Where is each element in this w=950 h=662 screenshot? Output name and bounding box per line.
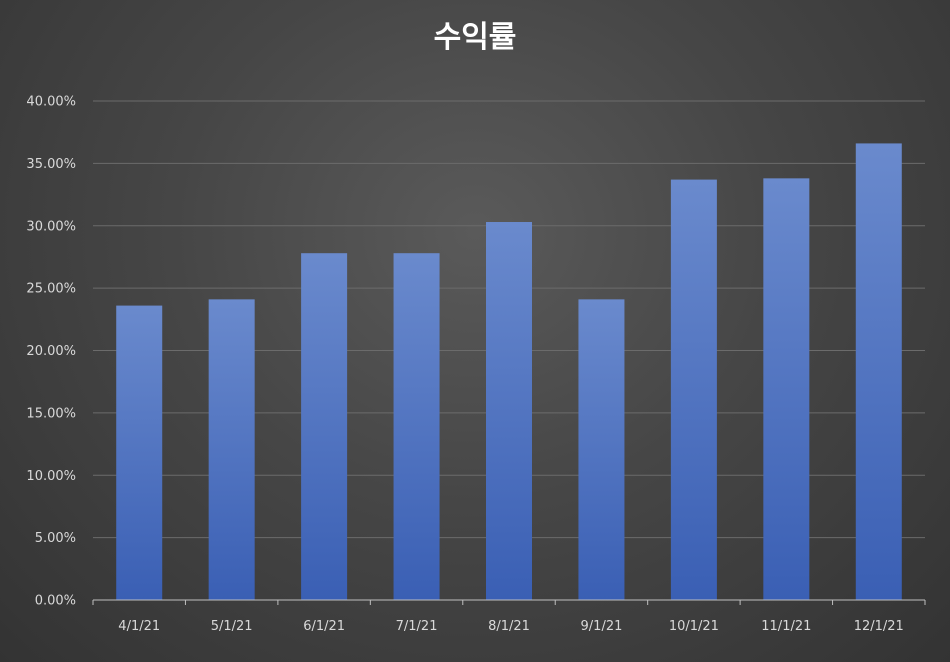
axes <box>92 599 926 605</box>
bar <box>855 143 902 601</box>
x-tick-label: 9/1/21 <box>581 619 623 634</box>
y-tick-label: 20.00% <box>26 344 76 359</box>
chart-title: 수익률 <box>434 20 517 55</box>
x-tick-label: 6/1/21 <box>303 619 345 634</box>
bar <box>670 179 717 600</box>
y-tick-label: 10.00% <box>26 469 76 484</box>
x-tick-label: 4/1/21 <box>118 619 160 634</box>
x-tick-label: 11/1/21 <box>761 619 811 634</box>
x-tick-label: 7/1/21 <box>396 619 438 634</box>
bar <box>116 305 163 600</box>
bars <box>116 143 902 601</box>
y-tick-label: 15.00% <box>26 406 76 421</box>
y-tick-label: 5.00% <box>35 531 76 546</box>
y-tick-label: 30.00% <box>26 219 76 234</box>
bar <box>393 253 440 600</box>
bar <box>301 253 348 600</box>
bar <box>486 222 532 600</box>
y-tick-label: 0.00% <box>35 594 76 609</box>
y-tick-label: 25.00% <box>26 282 76 297</box>
y-tick-label: 35.00% <box>26 157 76 172</box>
y-tick-label: 40.00% <box>26 95 76 110</box>
x-tick-label: 10/1/21 <box>669 619 719 634</box>
x-tick-label: 12/1/21 <box>854 619 904 634</box>
bar <box>763 178 810 600</box>
x-tick-labels: 4/1/21 5/1/21 6/1/21 7/1/21 8/1/21 9/1/21 10/1… <box>118 619 904 634</box>
bar <box>208 299 255 600</box>
x-tick-label: 5/1/21 <box>211 619 253 634</box>
x-tick-label: 8/1/21 <box>488 619 530 634</box>
y-tick-labels: 0.00% 5.00% 10.00% 15.00% 20.00% 25.00% 30.00%… <box>26 95 76 609</box>
bar <box>578 299 625 600</box>
